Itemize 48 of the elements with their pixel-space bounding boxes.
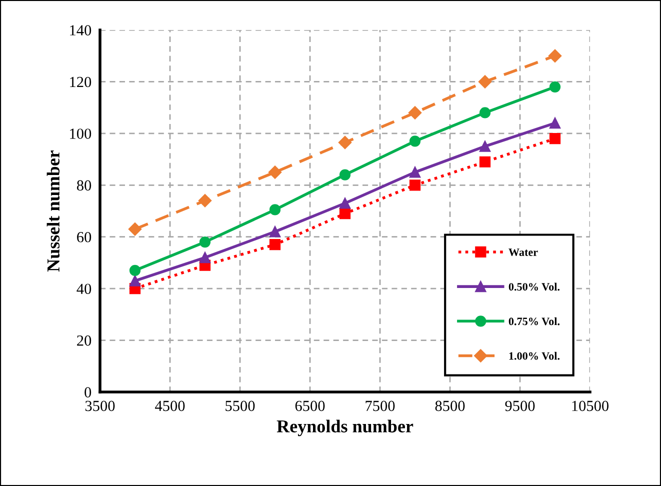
point [199, 252, 211, 264]
point [269, 204, 281, 216]
point [269, 239, 281, 250]
point [479, 107, 491, 118]
x-axis-title: Reynolds number [276, 420, 414, 436]
point [269, 226, 281, 238]
x-tick-label: 7500 [366, 400, 395, 412]
point [549, 133, 561, 144]
x-tick-label: 9500 [505, 400, 535, 412]
y-tick-label: 60 [77, 232, 92, 242]
point [129, 264, 141, 276]
point [549, 118, 561, 129]
y-tick-label: 0 [84, 387, 92, 398]
point [339, 208, 351, 220]
point [479, 156, 491, 168]
point [548, 49, 562, 62]
point [339, 169, 351, 180]
legend-label: Water [508, 248, 538, 256]
point [268, 166, 282, 179]
y-tick-label: 80 [76, 180, 92, 191]
x-tick-label: 8500 [435, 400, 465, 412]
point [478, 75, 492, 88]
legend-label: 1.00% Vol. [509, 352, 560, 360]
point [409, 166, 421, 178]
x-tick-label: 4500 [155, 400, 185, 412]
point [129, 275, 141, 286]
x-tick-label: 6500 [295, 400, 325, 412]
x-tick-label: 5500 [226, 400, 255, 412]
point [549, 81, 561, 92]
point [408, 106, 422, 120]
y-tick-label: 40 [76, 284, 92, 294]
point [409, 180, 421, 191]
point [199, 236, 211, 248]
legend-label: 0.50% Vol. [508, 282, 560, 291]
x-tick-label: 3500 [85, 400, 115, 412]
x-tick-label: 10500 [572, 400, 609, 412]
y-tick-label: 120 [70, 76, 92, 88]
point [128, 222, 142, 236]
y-tick-label: 140 [70, 25, 92, 36]
point [479, 140, 491, 152]
point [409, 136, 421, 147]
legend-label: 0.75% Vol. [508, 317, 560, 326]
y-tick-label: 100 [70, 128, 92, 139]
point [338, 136, 352, 150]
y-axis-title: Nusselt number [46, 150, 60, 272]
point [198, 194, 212, 208]
y-tick-label: 20 [77, 335, 92, 346]
point [339, 198, 351, 209]
